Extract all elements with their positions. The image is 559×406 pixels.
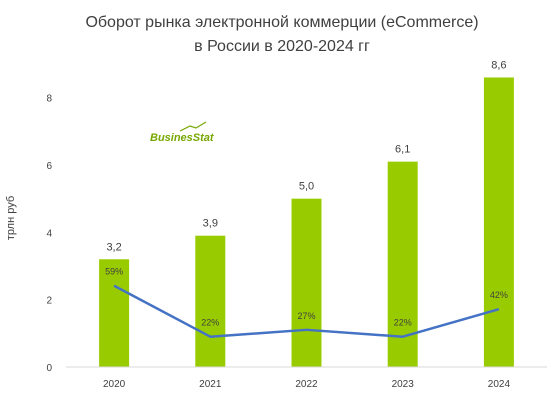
- y-tick-label: 2: [46, 296, 52, 307]
- svg-text:BusinesStat: BusinesStat: [150, 132, 215, 144]
- growth-label-2023: 22%: [394, 318, 412, 328]
- y-tick-label: 8: [46, 94, 52, 105]
- growth-label-2020: 59%: [105, 267, 123, 277]
- x-tick-label-2022: 2022: [295, 379, 318, 390]
- growth-line: [113, 284, 500, 338]
- bar-2021: [195, 235, 226, 367]
- value-label-2020: 3,2: [106, 241, 121, 253]
- x-tick-label-2024: 2024: [488, 379, 511, 390]
- growth-label-2024: 42%: [490, 290, 508, 300]
- bars: [99, 77, 514, 367]
- x-tick-label-2020: 2020: [103, 379, 126, 390]
- y-tick-label: 4: [46, 228, 52, 239]
- x-tick-label-2023: 2023: [392, 379, 415, 390]
- value-label-2021: 3,9: [203, 218, 218, 230]
- y-axis-label: трлн руб: [5, 196, 17, 240]
- y-tick-label: 0: [46, 363, 52, 374]
- growth-series: 59% 22% 27% 22% 42%: [105, 267, 508, 338]
- value-labels: 3,2 3,9 5,0 6,1 8,6: [106, 59, 506, 253]
- x-ticks: 2020 2021 2022 2023 2024: [103, 379, 510, 390]
- value-label-2024: 8,6: [491, 59, 506, 71]
- value-label-2022: 5,0: [299, 181, 314, 193]
- y-tick-label: 6: [46, 161, 52, 172]
- logo-text-main: Busines: [150, 132, 193, 144]
- bar-2022: [291, 198, 322, 367]
- y-ticks: 0 2 4 6 8: [46, 94, 52, 374]
- chart-title-line-1: Оборот рынка электронной коммерции (eCom…: [85, 14, 478, 31]
- logo-swoosh-icon: [179, 121, 207, 132]
- bar-2024: [483, 77, 514, 367]
- bar-2020: [99, 259, 130, 367]
- businesstat-logo: BusinesStat: [150, 121, 215, 144]
- chart-title-line-2: в России в 2020-2024 гг: [194, 38, 370, 55]
- logo-text-italic: Stat: [193, 132, 215, 144]
- growth-label-2021: 22%: [201, 318, 219, 328]
- growth-label-2022: 27%: [297, 311, 315, 321]
- value-label-2023: 6,1: [395, 144, 410, 156]
- x-tick-label-2021: 2021: [199, 379, 222, 390]
